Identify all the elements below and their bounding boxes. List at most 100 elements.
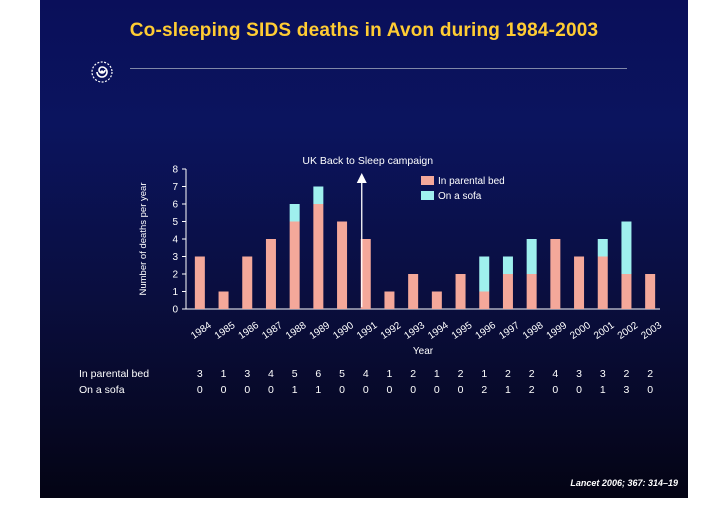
table-cell-sofa-1984: 0 <box>197 384 203 396</box>
table-cell-parental-bed-1986: 3 <box>244 368 250 380</box>
bar-parental-bed-1985 <box>218 291 229 309</box>
table-cell-parental-bed-1990: 5 <box>339 368 345 380</box>
table-cell-parental-bed-2003: 2 <box>647 368 653 380</box>
table-cell-parental-bed-1997: 2 <box>505 368 511 380</box>
table-cell-sofa-1989: 1 <box>315 384 321 396</box>
y-tick-label: 5 <box>172 217 178 228</box>
bar-parental-bed-1989 <box>313 204 324 309</box>
x-tick-label: 1989 <box>308 320 333 342</box>
y-tick-label: 8 <box>172 165 178 176</box>
bar-sofa-1989 <box>313 186 324 204</box>
table-row-label: In parental bed <box>79 368 149 380</box>
table-cell-sofa-1993: 0 <box>410 384 416 396</box>
bar-parental-bed-1997 <box>502 274 513 309</box>
table-cell-sofa-2002: 3 <box>624 384 630 396</box>
bar-parental-bed-2003 <box>645 274 656 309</box>
bar-parental-bed-1995 <box>455 274 466 309</box>
chart: 0 1 2 3 4 5 6 7 8 Number of deaths per year 1984 19… <box>79 155 664 396</box>
y-tick-label: 3 <box>172 252 178 263</box>
bar-parental-bed-1994 <box>431 291 442 309</box>
table-cell-parental-bed-1988: 5 <box>292 368 298 380</box>
table-cell-parental-bed-1996: 1 <box>481 368 487 380</box>
y-axis-label: Number of deaths per year <box>138 182 149 295</box>
bar-parental-bed-2000 <box>574 256 585 309</box>
x-tick-label: 1987 <box>260 320 285 342</box>
table-cell-sofa-1995: 0 <box>458 384 464 396</box>
table-cell-parental-bed-1995: 2 <box>458 368 464 380</box>
bar-parental-bed-2001 <box>597 256 608 309</box>
bar-parental-bed-1993 <box>408 274 419 309</box>
x-tick-label: 1984 <box>189 320 214 342</box>
x-tick-label: 1993 <box>402 320 427 342</box>
x-tick-label: 2002 <box>616 320 641 342</box>
table-cell-parental-bed-1999: 4 <box>552 368 558 380</box>
title-rule <box>130 68 627 69</box>
legend-swatch-sofa <box>421 191 434 200</box>
table-cell-sofa-1988: 1 <box>292 384 298 396</box>
y-tick-label: 4 <box>172 235 178 246</box>
table-cell-sofa-1999: 0 <box>552 384 558 396</box>
bar-parental-bed-1986 <box>242 256 253 309</box>
table-cell-sofa-1996: 2 <box>481 384 487 396</box>
y-tick-label: 1 <box>172 287 178 298</box>
x-tick-label: 2001 <box>592 320 617 342</box>
slide: Co-sleeping SIDS deaths in Avon during 1… <box>40 0 688 498</box>
bar-parental-bed-1998 <box>526 274 537 309</box>
table-cell-sofa-1986: 0 <box>244 384 250 396</box>
bar-sofa-1998 <box>526 239 537 274</box>
x-tick-label: 1999 <box>545 320 570 342</box>
table-cell-parental-bed-1998: 2 <box>529 368 535 380</box>
table-cell-parental-bed-1992: 1 <box>387 368 393 380</box>
table-cell-parental-bed-2002: 2 <box>624 368 630 380</box>
table-cell-sofa-1985: 0 <box>221 384 227 396</box>
table-cell-sofa-1998: 2 <box>529 384 535 396</box>
x-tick-label: 1986 <box>237 320 262 342</box>
table-row-label: On a sofa <box>79 384 125 396</box>
bar-parental-bed-1987 <box>265 239 276 309</box>
x-tick-label: 2000 <box>568 320 593 342</box>
x-tick-label: 1992 <box>379 320 404 342</box>
bar-parental-bed-1990 <box>337 221 348 309</box>
table-cell-parental-bed-1994: 1 <box>434 368 440 380</box>
y-tick-label: 2 <box>172 270 178 281</box>
table-cell-parental-bed-2001: 3 <box>600 368 606 380</box>
bar-parental-bed-1991 <box>360 239 371 309</box>
slide-title: Co-sleeping SIDS deaths in Avon during 1… <box>129 20 599 41</box>
x-tick-label: 1997 <box>497 320 522 342</box>
x-tick-label: 1994 <box>426 320 451 342</box>
spiral-logo-icon <box>91 61 113 83</box>
x-tick-label: 1998 <box>521 320 546 342</box>
citation: Lancet 2006; 367: 314–19 <box>570 478 678 488</box>
table-cell-sofa-1994: 0 <box>434 384 440 396</box>
table-cell-sofa-2003: 0 <box>647 384 653 396</box>
table-cell-sofa-1992: 0 <box>387 384 393 396</box>
x-axis-label: Year <box>413 346 434 357</box>
bar-sofa-1996 <box>479 256 490 292</box>
table-cell-parental-bed-2000: 3 <box>576 368 582 380</box>
legend-label-parental-bed: In parental bed <box>438 176 505 187</box>
annotation-label: UK Back to Sleep campaign <box>302 155 433 167</box>
x-tick-label: 1996 <box>474 320 499 342</box>
x-tick-label: 1990 <box>331 320 356 342</box>
x-tick-label: 1995 <box>450 320 475 342</box>
table-cell-parental-bed-1991: 4 <box>363 368 369 380</box>
bar-parental-bed-1996 <box>479 291 490 309</box>
bar-sofa-1988 <box>289 204 300 222</box>
legend-label-sofa: On a sofa <box>438 191 482 202</box>
table-cell-sofa-2000: 0 <box>576 384 582 396</box>
bar-parental-bed-1992 <box>384 291 395 309</box>
bar-sofa-2002 <box>621 221 632 274</box>
table-cell-parental-bed-1989: 6 <box>315 368 321 380</box>
x-tick-label: 1988 <box>284 320 309 342</box>
table-cell-sofa-1987: 0 <box>268 384 274 396</box>
bar-parental-bed-1988 <box>289 221 300 309</box>
table-cell-parental-bed-1984: 3 <box>197 368 203 380</box>
legend-swatch-parental-bed <box>421 176 434 185</box>
y-tick-label: 7 <box>172 182 178 193</box>
annotation-arrow-head <box>356 173 367 183</box>
y-tick-label: 6 <box>172 200 178 211</box>
table-cell-sofa-1990: 0 <box>339 384 345 396</box>
bar-sofa-2001 <box>597 239 608 257</box>
table-cell-parental-bed-1993: 2 <box>410 368 416 380</box>
